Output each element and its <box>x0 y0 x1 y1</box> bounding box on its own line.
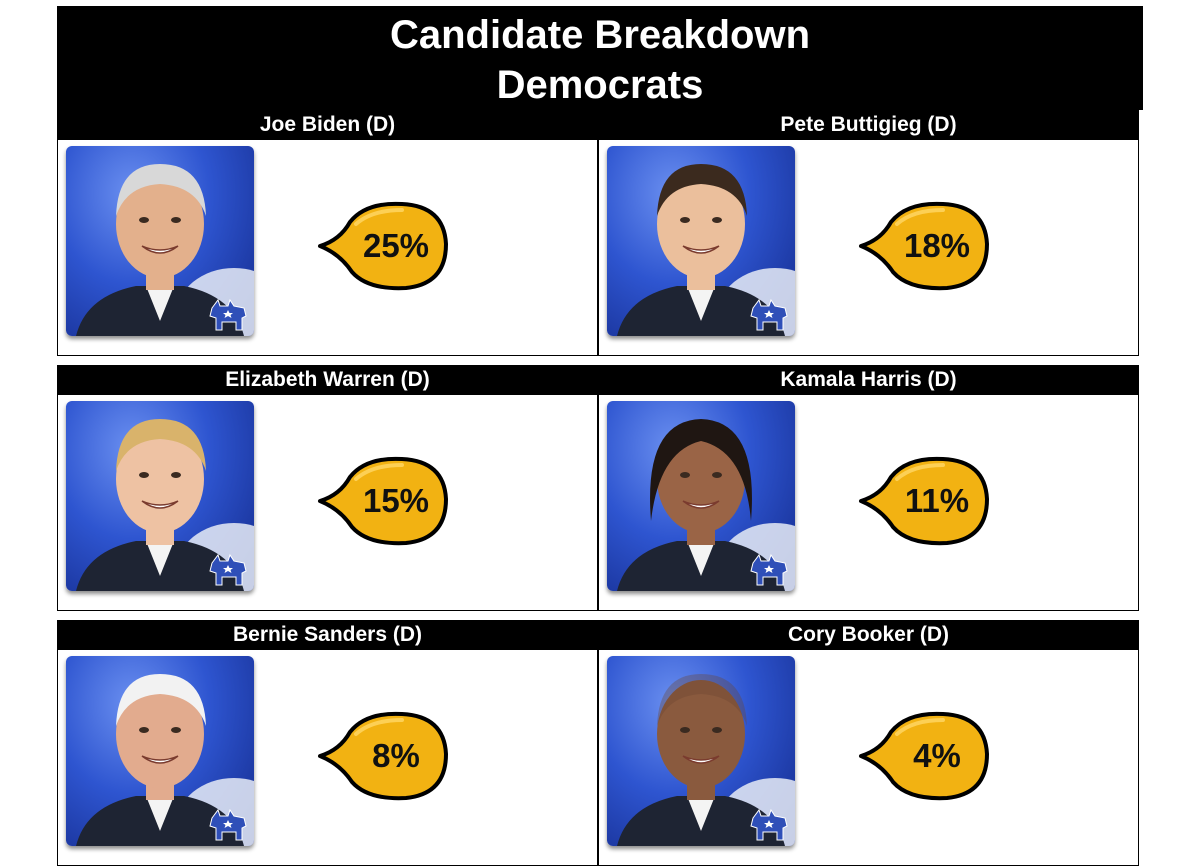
percent-bubble: 8% <box>316 710 450 802</box>
percent-value: 18% <box>903 227 971 264</box>
percent-bubble: 4% <box>857 710 991 802</box>
candidate-name: Cory Booker (D) <box>598 620 1139 649</box>
donkey-icon <box>209 553 247 586</box>
candidate-body: 25% <box>57 139 598 356</box>
portrait-graphic <box>617 674 795 846</box>
percent-value: 8% <box>372 737 420 774</box>
percent-bubble: 18% <box>857 200 991 292</box>
candidate-card: Elizabeth Warren (D) <box>57 365 598 611</box>
speech-bubble-icon <box>318 711 448 801</box>
candidate-portrait <box>607 146 795 336</box>
candidate-card: Bernie Sanders (D) <box>57 620 598 866</box>
donkey-icon <box>750 808 788 841</box>
portrait-graphic <box>617 164 795 336</box>
percent-bubble: 11% <box>857 455 991 547</box>
speech-bubble-icon <box>859 201 989 291</box>
candidate-card: Kamala Harris (D) <box>598 365 1139 611</box>
speech-bubble-icon <box>318 456 448 546</box>
title-line-2: Democrats <box>496 63 704 107</box>
title-line-1: Candidate Breakdown <box>389 13 811 57</box>
percent-bubble: 15% <box>316 455 450 547</box>
donkey-icon <box>750 298 788 331</box>
candidate-portrait <box>607 656 795 846</box>
portrait-graphic <box>76 674 254 846</box>
portrait-graphic <box>617 419 795 591</box>
candidate-body: 11% <box>598 394 1139 611</box>
portrait-graphic <box>76 164 254 336</box>
candidate-card: Pete Buttigieg (D) <box>598 110 1139 356</box>
donkey-icon <box>209 808 247 841</box>
candidate-name: Kamala Harris (D) <box>598 365 1139 394</box>
candidate-name: Pete Buttigieg (D) <box>598 110 1139 139</box>
percent-value: 15% <box>362 482 430 519</box>
speech-bubble-icon <box>859 456 989 546</box>
candidate-portrait <box>66 401 254 591</box>
candidate-body: 15% <box>57 394 598 611</box>
speech-bubble-icon <box>318 201 448 291</box>
candidate-name: Bernie Sanders (D) <box>57 620 598 649</box>
percent-value: 11% <box>904 482 970 519</box>
percent-value: 4% <box>913 737 961 774</box>
candidate-card: Joe Biden (D) <box>57 110 598 356</box>
donkey-icon <box>209 298 247 331</box>
candidate-body: 4% <box>598 649 1139 866</box>
candidate-portrait <box>607 401 795 591</box>
candidate-portrait <box>66 146 254 336</box>
candidate-portrait <box>66 656 254 846</box>
candidate-body: 8% <box>57 649 598 866</box>
candidate-card: Cory Booker (D) <box>598 620 1139 866</box>
candidate-body: 18% <box>598 139 1139 356</box>
speech-bubble-icon <box>859 711 989 801</box>
candidate-name: Elizabeth Warren (D) <box>57 365 598 394</box>
page-title: Candidate Breakdown Democrats <box>57 6 1143 110</box>
percent-bubble: 25% <box>316 200 450 292</box>
donkey-icon <box>750 553 788 586</box>
candidate-name: Joe Biden (D) <box>57 110 598 139</box>
percent-value: 25% <box>362 227 430 264</box>
portrait-graphic <box>76 419 254 591</box>
